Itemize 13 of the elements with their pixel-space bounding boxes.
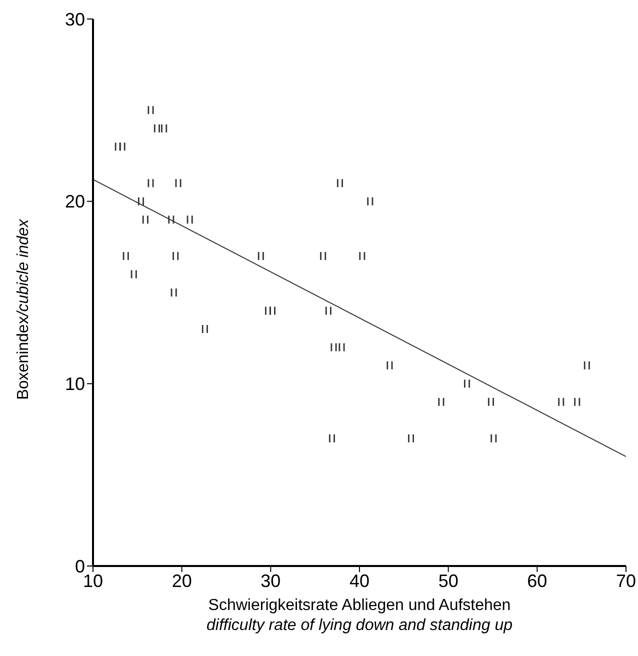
y-tick-label: 10 (64, 374, 85, 394)
x-tick-label: 30 (260, 570, 281, 591)
y-tick-label: 0 (74, 556, 85, 576)
y-tick-label: 30 (64, 9, 85, 30)
y-tick-label: 20 (64, 192, 85, 212)
y-axis-title: Boxenindex/cubicle index (15, 218, 32, 400)
x-tick-label: 10 (82, 570, 104, 591)
x-tick-label: 40 (349, 570, 370, 591)
x-tick-label: 70 (616, 570, 636, 591)
x-axis-title: Schwierigkeitsrate Abliegen und Aufstehen difficulty rate of lying down and standing up (206, 596, 514, 636)
x-tick-label: 60 (527, 570, 548, 591)
x-tick-label: 50 (438, 570, 458, 591)
x-tick-label: 20 (172, 570, 192, 591)
